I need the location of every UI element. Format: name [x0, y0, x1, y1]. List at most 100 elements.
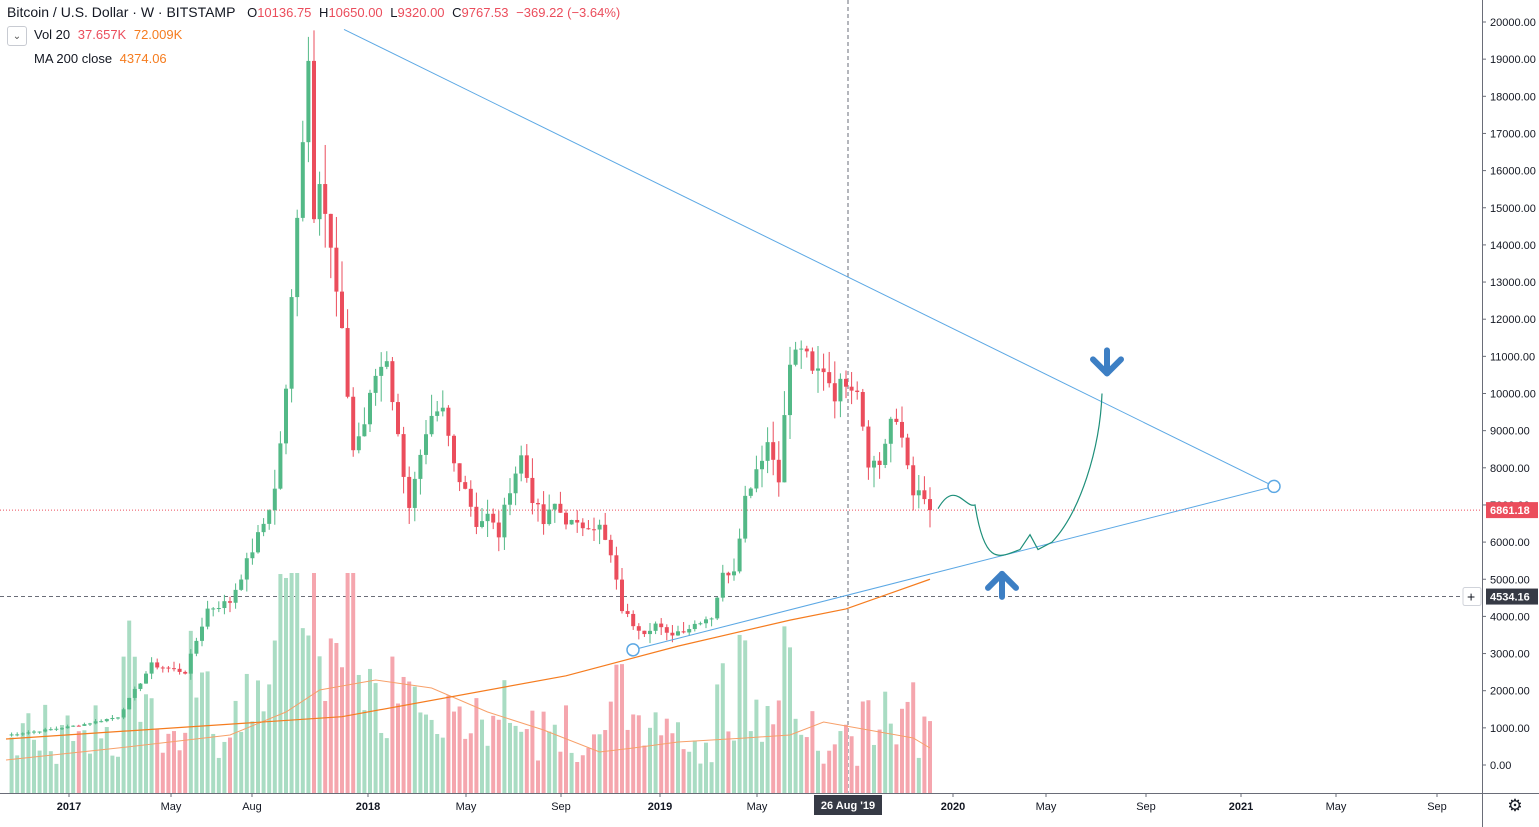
- candle-body: [216, 608, 221, 610]
- volume-bar: [222, 741, 227, 793]
- candle-body: [844, 378, 848, 387]
- candle-body: [737, 538, 742, 572]
- volume-bar: [928, 721, 932, 793]
- volume-bar: [480, 719, 484, 793]
- volume-bar: [642, 745, 647, 793]
- volume-bar: [267, 684, 272, 793]
- volume-bar: [384, 738, 389, 793]
- candle-body: [496, 522, 501, 538]
- volume-bar: [104, 727, 109, 793]
- volume-bar: [776, 700, 781, 793]
- descending-trendline: [343, 28, 1275, 487]
- volume-bar: [312, 573, 316, 793]
- candle-body: [121, 709, 126, 718]
- crosshair-price-label: 4534.16: [1490, 592, 1530, 604]
- collapse-legend-button[interactable]: ⌄: [7, 26, 27, 46]
- candle-body: [233, 589, 238, 603]
- volume-bar: [519, 731, 524, 793]
- candle-body: [104, 719, 109, 722]
- candle-body: [26, 732, 31, 734]
- volume-bar: [300, 628, 305, 793]
- low-value: 9320.00: [397, 5, 445, 20]
- projection-path: [937, 393, 1103, 556]
- volume-bar: [172, 731, 176, 793]
- candle-body: [284, 388, 288, 444]
- candle-body: [323, 184, 328, 214]
- volume-bar: [32, 739, 36, 793]
- up-arrow-icon: [985, 570, 1019, 600]
- candle-body: [771, 442, 776, 460]
- candle-body: [457, 463, 462, 483]
- candle-body: [541, 504, 546, 525]
- candle-body: [603, 524, 608, 540]
- settings-button[interactable]: ⚙: [1503, 794, 1527, 818]
- volume-bar: [496, 719, 501, 793]
- volume-ma-polyline: [5, 679, 931, 761]
- candle-body: [625, 611, 630, 614]
- volume-bar: [188, 630, 193, 793]
- volume-bar: [37, 750, 42, 793]
- volume-bar: [541, 711, 546, 793]
- volume-bar: [681, 749, 686, 793]
- close-label: C: [452, 5, 462, 20]
- volume-bar: [799, 734, 804, 793]
- candle-body: [485, 513, 490, 522]
- volume-bar: [592, 734, 596, 793]
- candle-body: [390, 361, 395, 403]
- candle-body: [687, 629, 692, 633]
- volume-bar: [233, 700, 238, 793]
- candle-body: [60, 728, 64, 730]
- volume-ma-line: [5, 679, 931, 761]
- volume-bar: [782, 626, 787, 793]
- volume-bar: [76, 731, 81, 793]
- candle-body: [351, 396, 356, 451]
- candle-body: [575, 519, 580, 523]
- volume-bar: [491, 715, 496, 793]
- volume-bar: [183, 732, 188, 793]
- candle-body: [194, 640, 199, 654]
- volume-bar: [457, 706, 462, 793]
- volume-bar: [138, 721, 143, 793]
- volume-bar: [754, 699, 759, 793]
- symbol-title: Bitcoin / U.S. Dollar · W · BITSTAMP: [7, 4, 236, 20]
- volume-bar: [547, 731, 552, 793]
- candle-body: [149, 662, 154, 674]
- price-tick-label: 19000.00: [1490, 54, 1536, 66]
- candle-body: [222, 601, 227, 609]
- volume-bar: [216, 757, 221, 793]
- candle-body: [709, 618, 714, 620]
- candle-body: [356, 436, 361, 451]
- volume-bar: [580, 755, 585, 793]
- close-value: 9767.53: [461, 5, 509, 20]
- volume-bar: [334, 643, 339, 793]
- candle-body: [552, 503, 557, 510]
- candle-body: [110, 717, 115, 720]
- add-alert-button: [1462, 587, 1482, 607]
- candle-body: [116, 717, 120, 719]
- ma-row: MA 200 close 4374.06: [34, 51, 171, 66]
- candle-body: [720, 572, 725, 598]
- volume-bar: [412, 686, 417, 793]
- price-tick-label: 9000.00: [1490, 426, 1530, 438]
- time-tick-label: Aug: [242, 801, 262, 813]
- volume-bar: [664, 718, 669, 793]
- candle-body: [547, 509, 552, 525]
- volume-bar: [905, 701, 910, 793]
- volume-bar: [317, 656, 322, 793]
- price-tick-label: 14000.00: [1490, 240, 1536, 252]
- candle-body: [300, 142, 305, 218]
- candle-body: [821, 368, 826, 373]
- volume-bar: [239, 731, 244, 793]
- time-tick-label: 2020: [941, 801, 965, 813]
- volume-bar: [508, 722, 512, 793]
- volume-bar: [261, 711, 266, 793]
- volume-label: Vol 20: [34, 27, 71, 42]
- candle-body: [905, 437, 910, 466]
- volume-bar: [205, 671, 210, 793]
- time-tick-label: 2017: [57, 801, 81, 813]
- candle-body: [188, 653, 193, 674]
- volume-bar: [631, 714, 636, 793]
- volume-bar: [653, 712, 658, 793]
